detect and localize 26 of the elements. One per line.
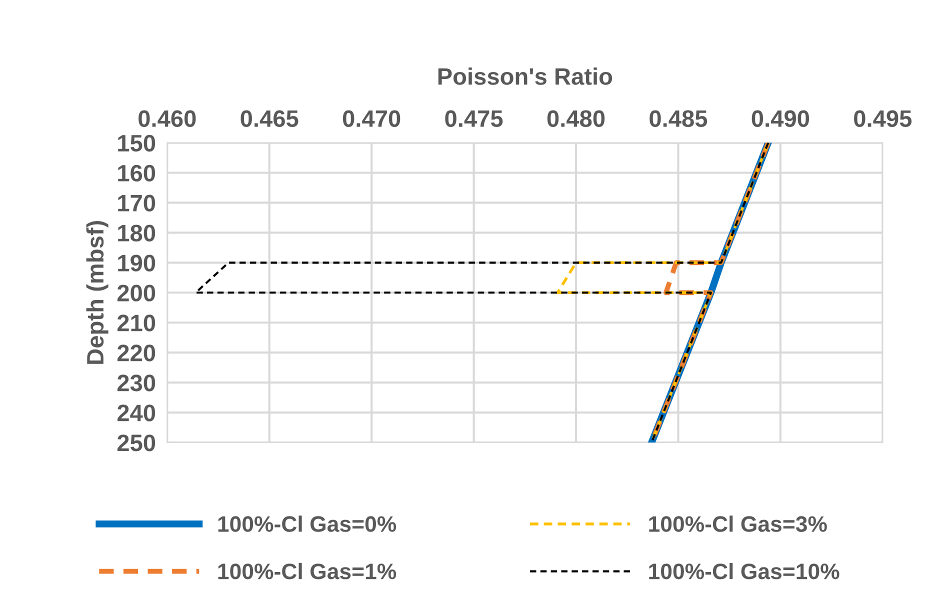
y-tick-label: 220 — [117, 344, 156, 362]
y-tick-label: 250 — [117, 434, 156, 452]
y-tick-label: 240 — [117, 404, 156, 422]
legend-label: 100%-Cl Gas=0% — [218, 516, 396, 532]
line-series — [194, 142, 770, 442]
legend-label: 100%-Cl Gas=1% — [218, 562, 396, 580]
y-tick-label: 160 — [118, 164, 156, 182]
x-tick-label: 0.495 — [854, 110, 912, 127]
x-tick-label: 0.470 — [342, 110, 400, 127]
x-tick-label: 0.490 — [752, 110, 810, 127]
x-tick-label: 0.465 — [240, 110, 298, 127]
x-axis-title: Poisson's Ratio — [438, 68, 612, 85]
x-tick-label: 0.485 — [650, 110, 708, 127]
legend-label: 100%-Cl Gas=3% — [649, 516, 827, 532]
y-tick-label: 180 — [118, 224, 156, 242]
x-tick-label: 0.480 — [547, 110, 605, 127]
y-tick-label: 150 — [118, 134, 156, 152]
x-tick-label: 0.475 — [445, 110, 503, 127]
y-tick-label: 210 — [117, 314, 156, 332]
y-tick-label: 230 — [117, 374, 156, 392]
y-axis-title: Depth (mbsf) — [86, 221, 108, 364]
y-tick-label: 200 — [117, 284, 156, 302]
y-tick-label: 190 — [118, 254, 156, 272]
x-tick-label: 0.460 — [138, 110, 196, 127]
y-tick-label: 170 — [118, 194, 156, 212]
legend-label: 100%-Cl Gas=10% — [649, 562, 840, 580]
